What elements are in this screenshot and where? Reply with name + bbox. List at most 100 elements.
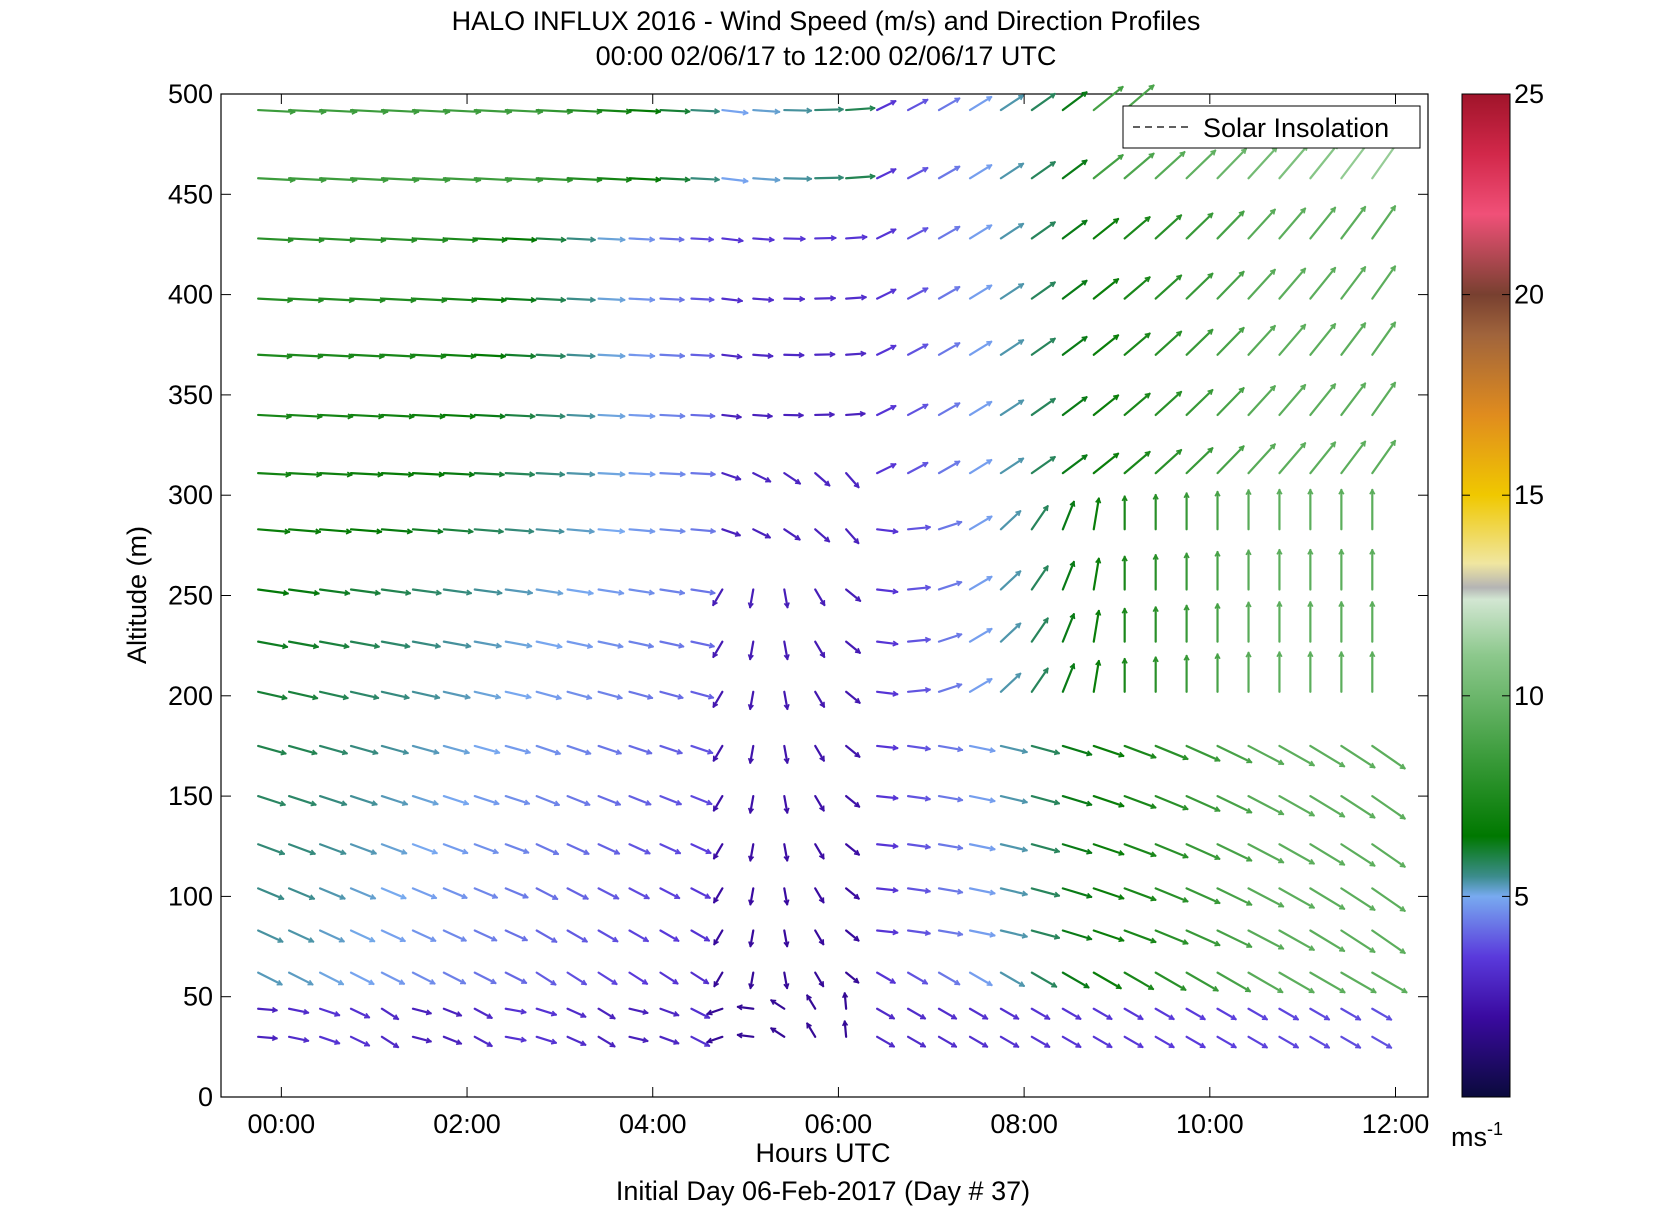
wind-vector bbox=[721, 413, 742, 420]
wind-vector bbox=[1338, 601, 1345, 643]
wind-vector bbox=[442, 794, 470, 806]
wind-vector bbox=[1061, 1007, 1082, 1020]
wind-vector bbox=[690, 971, 710, 985]
wind-vector bbox=[783, 352, 805, 359]
wind-vector bbox=[473, 1007, 493, 1019]
x-axis-ticks: 00:00 02:00 04:00 06:00 08:00 10:00 12:00 bbox=[248, 94, 1430, 1139]
wind-vector bbox=[1154, 274, 1183, 300]
wind-vector bbox=[937, 580, 963, 591]
wind-vector bbox=[876, 168, 897, 180]
wind-vector bbox=[783, 175, 813, 182]
wind-vector bbox=[712, 690, 724, 708]
wind-vector bbox=[1278, 929, 1315, 951]
wind-vector bbox=[628, 108, 662, 115]
wind-vector bbox=[659, 794, 682, 806]
wind-vector bbox=[1154, 929, 1189, 945]
wind-vector bbox=[1309, 929, 1346, 953]
colorbar-tick-label: 5 bbox=[1514, 881, 1529, 911]
wind-vector bbox=[1338, 488, 1345, 531]
wind-vector bbox=[690, 176, 720, 183]
wind-vector bbox=[937, 929, 964, 937]
wind-vector bbox=[968, 744, 996, 754]
wind-vector bbox=[783, 640, 790, 661]
x-tick-label: 12:00 bbox=[1362, 1109, 1430, 1139]
wind-vector bbox=[318, 794, 348, 807]
wind-vector bbox=[968, 164, 993, 180]
wind-vector bbox=[1245, 489, 1252, 531]
wind-vector bbox=[690, 236, 715, 243]
wind-vector bbox=[1123, 216, 1151, 240]
wind-vector bbox=[814, 971, 825, 988]
wind-vector bbox=[999, 162, 1025, 180]
wind-vector bbox=[287, 1035, 310, 1044]
wind-vector bbox=[752, 472, 772, 483]
wind-vector bbox=[1152, 606, 1159, 643]
wind-vector bbox=[806, 1022, 817, 1038]
wind-vector bbox=[1061, 794, 1093, 807]
wind-vector bbox=[937, 402, 961, 417]
wind-vector bbox=[1247, 443, 1276, 475]
wind-vector bbox=[968, 340, 993, 356]
wind-vector bbox=[906, 287, 929, 300]
wind-vector bbox=[1061, 91, 1088, 112]
footer-label: Initial Day 06-Feb-2017 (Day # 37) bbox=[616, 1176, 1030, 1206]
wind-vector bbox=[1061, 744, 1093, 757]
wind-vector bbox=[566, 794, 591, 807]
wind-vector bbox=[906, 98, 929, 112]
wind-vector bbox=[287, 588, 320, 597]
chart-title: HALO INFLUX 2016 - Wind Speed (m/s) and … bbox=[452, 6, 1201, 36]
wind-vector bbox=[257, 843, 286, 856]
wind-vector bbox=[814, 794, 825, 812]
wind-vector bbox=[1340, 322, 1367, 356]
wind-vector bbox=[628, 588, 655, 596]
wind-vector bbox=[1371, 265, 1397, 300]
wind-vector bbox=[659, 296, 685, 303]
wind-vector bbox=[597, 413, 626, 420]
wind-vector bbox=[318, 887, 346, 900]
wind-vector bbox=[845, 173, 876, 180]
wind-vector bbox=[1154, 150, 1186, 180]
wind-vector bbox=[1185, 794, 1221, 812]
wind-vector bbox=[442, 588, 473, 596]
wind-vector bbox=[411, 929, 437, 942]
wind-vector bbox=[1030, 92, 1056, 112]
wind-vector bbox=[1247, 929, 1285, 950]
wind-vector bbox=[1061, 613, 1076, 643]
wind-vector bbox=[1092, 394, 1120, 417]
wind-vector bbox=[999, 339, 1025, 356]
wind-vector bbox=[380, 471, 414, 478]
wind-vector bbox=[504, 794, 531, 806]
wind-vector bbox=[1061, 279, 1088, 300]
wind-vector bbox=[845, 528, 860, 545]
wind-vector bbox=[1092, 744, 1125, 758]
wind-vector bbox=[1123, 971, 1155, 991]
wind-vector bbox=[1371, 1007, 1393, 1021]
wind-vector bbox=[968, 458, 993, 475]
wind-vector bbox=[748, 843, 755, 862]
colorbar-tick-label: 25 bbox=[1514, 79, 1544, 109]
wind-vector bbox=[1247, 208, 1276, 240]
wind-vector bbox=[1278, 971, 1315, 994]
wind-vector bbox=[1307, 488, 1314, 531]
wind-vector bbox=[287, 794, 317, 807]
wind-vector bbox=[1278, 794, 1315, 817]
wind-vector bbox=[841, 1020, 849, 1038]
x-axis-label: Hours UTC bbox=[755, 1138, 890, 1168]
wind-vector bbox=[597, 744, 622, 756]
wind-vector bbox=[1183, 492, 1190, 531]
wind-vector bbox=[1276, 548, 1283, 591]
wind-vector bbox=[814, 472, 831, 487]
wind-vector bbox=[318, 528, 352, 535]
wind-vector bbox=[535, 971, 557, 986]
wind-vector bbox=[504, 471, 536, 478]
wind-vector bbox=[659, 236, 685, 243]
wind-vector bbox=[1278, 843, 1315, 865]
wind-vector bbox=[1152, 493, 1159, 531]
wind-vector bbox=[628, 794, 652, 806]
wind-vector bbox=[1123, 794, 1157, 810]
wind-vector bbox=[1309, 322, 1337, 356]
wind-vector bbox=[1214, 490, 1221, 531]
wind-vector bbox=[706, 1007, 724, 1016]
wind-vector bbox=[287, 971, 314, 986]
wind-vector bbox=[257, 528, 291, 535]
